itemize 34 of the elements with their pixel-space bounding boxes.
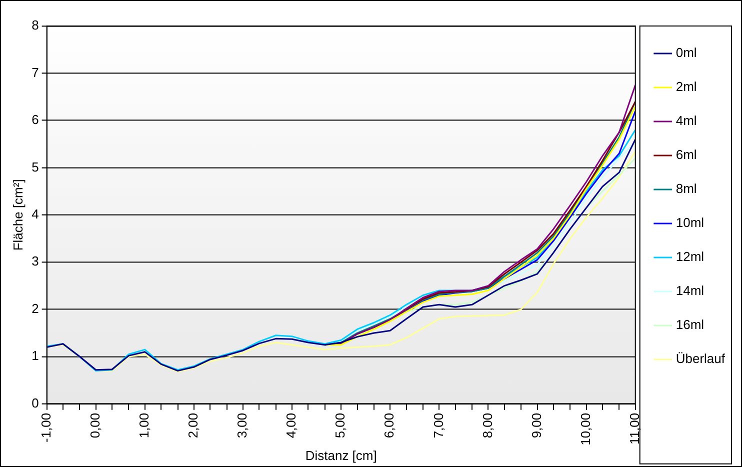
y-tick-label: 0	[32, 395, 39, 410]
x-tick-label: 5,00	[332, 412, 348, 438]
y-tick-label: 5	[32, 159, 39, 174]
legend-label: 0ml	[676, 45, 697, 60]
x-tick-label: 1,00	[136, 412, 152, 438]
legend-label: 2ml	[676, 79, 697, 94]
y-tick-label: 2	[32, 300, 39, 316]
y-axis-title: Fläche [cm²]	[10, 179, 26, 251]
x-tick-label: 3,00	[234, 412, 250, 438]
y-tick-label: 1	[32, 348, 39, 364]
x-tick-label: 7,00	[430, 412, 446, 438]
x-tick-label: 2,00	[186, 412, 201, 438]
x-tick-label: 11,00	[626, 412, 642, 444]
y-tick-label: 7	[32, 64, 39, 80]
x-tick-label: 10,00	[578, 412, 593, 446]
y-tick-label: 4	[32, 206, 39, 222]
legend-label: 8ml	[676, 181, 697, 196]
legend-label: 6ml	[676, 147, 697, 162]
x-tick-label: 8,00	[480, 412, 495, 438]
y-tick-label: 6	[32, 112, 39, 128]
x-tick-label: 6,00	[382, 412, 397, 438]
y-tick-label: 3	[32, 254, 39, 269]
x-tick-label: -1,00	[38, 412, 54, 443]
x-tick-label: 4,00	[284, 412, 299, 438]
legend-label: 14ml	[676, 283, 704, 298]
x-axis-title: Distanz [cm]	[305, 448, 377, 463]
legend-label: 12ml	[676, 249, 704, 264]
x-tick-label: 9,00	[528, 412, 544, 438]
legend-label: 4ml	[676, 113, 697, 128]
legend-label: 10ml	[676, 215, 704, 230]
y-tick-label: 8	[32, 18, 39, 33]
x-tick-label: 0,00	[87, 412, 102, 438]
legend-label: Überlauf	[676, 351, 726, 366]
legend-label: 16ml	[676, 317, 704, 332]
